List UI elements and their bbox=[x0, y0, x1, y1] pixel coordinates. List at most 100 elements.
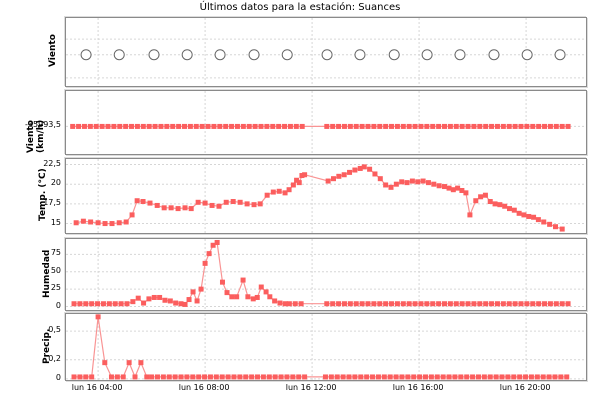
data-point-marker bbox=[500, 123, 506, 129]
data-point-marker bbox=[553, 224, 559, 230]
data-point-marker bbox=[188, 206, 194, 212]
wind-direction-marker bbox=[421, 49, 433, 61]
data-point-marker bbox=[182, 301, 188, 307]
data-point-marker bbox=[383, 301, 389, 307]
data-point-marker bbox=[365, 123, 371, 129]
data-point-marker bbox=[399, 179, 405, 185]
data-point-marker bbox=[521, 212, 527, 218]
panel-viento-dir bbox=[65, 17, 587, 87]
data-point-marker bbox=[524, 123, 530, 129]
data-point-marker bbox=[178, 301, 184, 307]
data-point-marker bbox=[95, 220, 101, 226]
data-point-marker bbox=[357, 165, 363, 171]
panel-canvas-temp bbox=[66, 159, 586, 233]
data-point-marker bbox=[381, 374, 387, 380]
y-tick-label: 0,2 bbox=[48, 353, 61, 363]
data-point-marker bbox=[83, 301, 89, 307]
data-point-marker bbox=[464, 374, 470, 380]
data-point-marker bbox=[237, 199, 243, 205]
data-point-marker bbox=[223, 123, 229, 129]
data-point-marker bbox=[540, 374, 546, 380]
data-point-marker bbox=[284, 374, 290, 380]
data-point-marker bbox=[477, 301, 483, 307]
data-point-marker bbox=[494, 123, 500, 129]
data-point-marker bbox=[483, 301, 489, 307]
data-point-marker bbox=[558, 374, 564, 380]
data-point-marker bbox=[447, 301, 453, 307]
data-point-marker bbox=[547, 123, 553, 129]
data-point-marker bbox=[324, 301, 330, 307]
data-point-marker bbox=[455, 185, 461, 191]
data-point-marker bbox=[95, 301, 101, 307]
data-point-marker bbox=[299, 173, 305, 179]
data-point-marker bbox=[196, 374, 202, 380]
data-point-marker bbox=[405, 374, 411, 380]
data-point-marker bbox=[223, 199, 229, 205]
data-point-marker bbox=[334, 374, 340, 380]
data-point-marker bbox=[100, 301, 106, 307]
data-point-marker bbox=[138, 360, 144, 366]
data-point-marker bbox=[272, 374, 278, 380]
data-point-marker bbox=[105, 123, 111, 129]
data-point-marker bbox=[264, 192, 270, 198]
data-point-marker bbox=[459, 301, 465, 307]
data-point-marker bbox=[117, 123, 123, 129]
data-point-marker bbox=[494, 301, 500, 307]
data-point-marker bbox=[264, 123, 270, 129]
data-point-marker bbox=[478, 194, 484, 200]
data-point-marker bbox=[290, 182, 296, 188]
data-point-marker bbox=[287, 123, 293, 129]
panel-canvas-humedad bbox=[66, 239, 586, 310]
data-point-marker bbox=[166, 374, 172, 380]
data-point-marker bbox=[441, 184, 447, 190]
data-point-marker bbox=[505, 374, 511, 380]
data-point-marker bbox=[518, 123, 524, 129]
data-point-marker bbox=[531, 214, 537, 220]
data-point-marker bbox=[352, 374, 358, 380]
data-point-marker bbox=[71, 301, 77, 307]
data-point-marker bbox=[388, 184, 394, 190]
data-point-marker bbox=[467, 212, 473, 218]
data-point-marker bbox=[176, 123, 182, 129]
data-point-marker bbox=[418, 301, 424, 307]
data-point-marker bbox=[214, 239, 220, 245]
data-point-marker bbox=[296, 180, 302, 186]
data-point-marker bbox=[195, 199, 201, 205]
data-point-marker bbox=[361, 164, 367, 170]
data-point-marker bbox=[129, 212, 135, 218]
data-point-marker bbox=[258, 123, 264, 129]
data-point-marker bbox=[302, 172, 308, 178]
data-point-marker bbox=[266, 374, 272, 380]
data-point-marker bbox=[359, 123, 365, 129]
data-point-marker bbox=[506, 123, 512, 129]
data-point-marker bbox=[487, 199, 493, 205]
data-point-marker bbox=[252, 123, 258, 129]
data-point-marker bbox=[147, 200, 153, 206]
x-tick-label: lun 16 16:00 bbox=[392, 383, 444, 392]
data-point-marker bbox=[347, 169, 353, 175]
data-point-marker bbox=[330, 301, 336, 307]
data-point-marker bbox=[436, 123, 442, 129]
data-point-marker bbox=[129, 123, 135, 129]
data-point-marker bbox=[559, 123, 565, 129]
data-point-marker bbox=[282, 123, 288, 129]
data-point-marker bbox=[471, 301, 477, 307]
data-point-marker bbox=[411, 374, 417, 380]
data-point-marker bbox=[377, 176, 383, 182]
data-point-marker bbox=[181, 123, 187, 129]
data-point-marker bbox=[489, 123, 495, 129]
data-point-marker bbox=[506, 301, 512, 307]
data-point-marker bbox=[423, 374, 429, 380]
wind-direction-marker bbox=[454, 49, 466, 61]
data-point-marker bbox=[73, 220, 79, 226]
data-point-marker bbox=[475, 374, 481, 380]
data-point-marker bbox=[463, 190, 469, 196]
data-point-marker bbox=[130, 299, 136, 305]
data-point-marker bbox=[530, 123, 536, 129]
data-point-marker bbox=[225, 374, 231, 380]
data-point-marker bbox=[534, 374, 540, 380]
data-point-marker bbox=[99, 123, 105, 129]
data-point-marker bbox=[330, 176, 336, 182]
data-point-marker bbox=[322, 374, 328, 380]
data-point-marker bbox=[481, 374, 487, 380]
